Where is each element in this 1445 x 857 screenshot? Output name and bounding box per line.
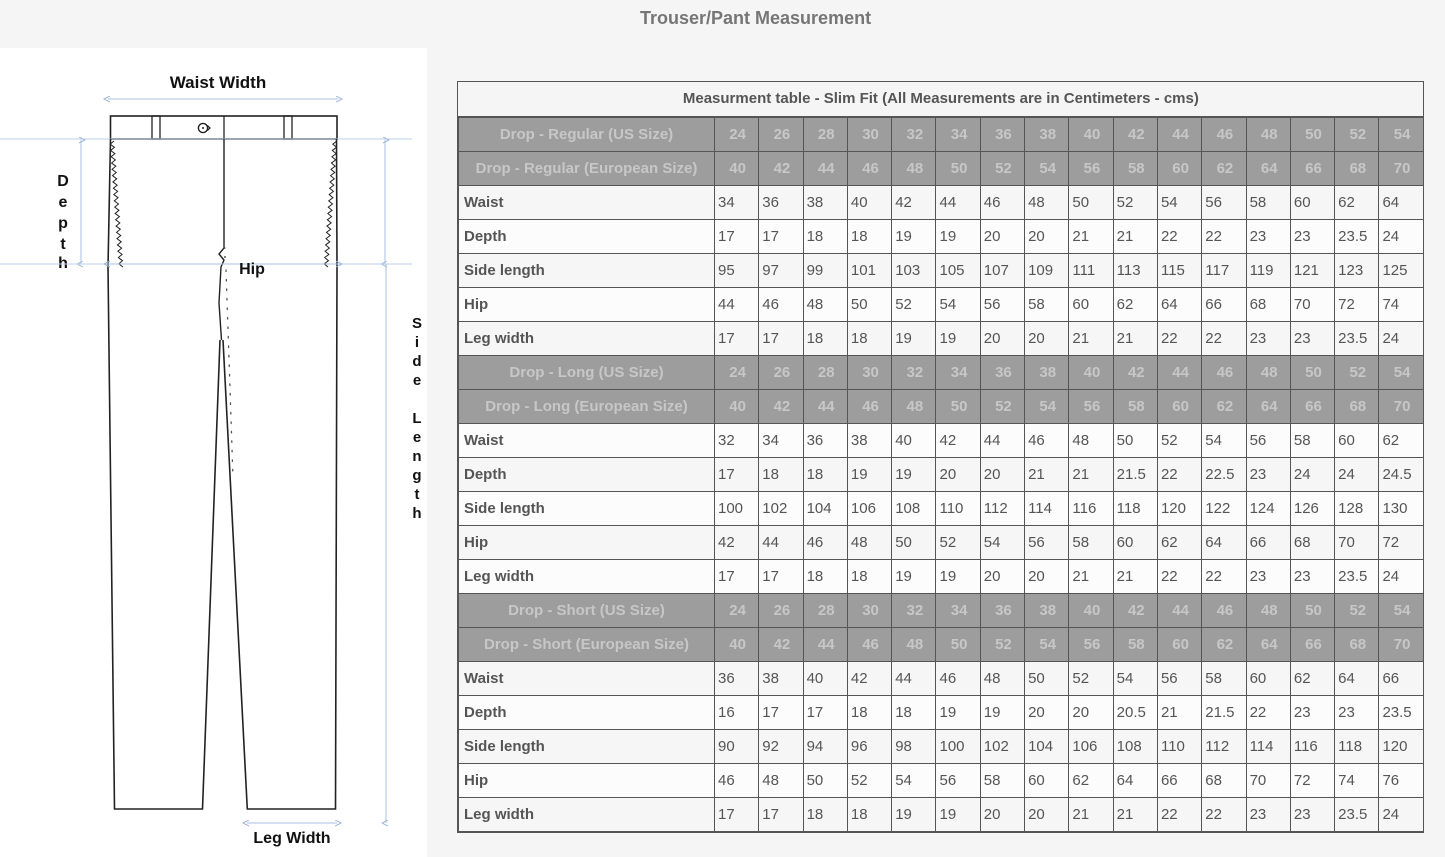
svg-text:L: L [412, 410, 421, 427]
svg-text:i: i [415, 334, 419, 351]
svg-text:e: e [413, 372, 421, 389]
svg-text:t: t [60, 236, 66, 253]
svg-text:Leg Width: Leg Width [253, 830, 330, 847]
svg-text:e: e [59, 194, 68, 211]
svg-text:p: p [58, 215, 68, 232]
svg-text:Waist Width: Waist Width [170, 73, 266, 92]
svg-text:h: h [412, 505, 421, 522]
svg-text:t: t [415, 486, 420, 503]
svg-text:g: g [412, 467, 421, 484]
svg-text:S: S [412, 315, 422, 332]
svg-text:Hip: Hip [239, 261, 265, 278]
svg-text:e: e [413, 429, 421, 446]
svg-text:D: D [57, 173, 69, 190]
svg-text:n: n [412, 448, 421, 465]
svg-text:d: d [412, 353, 421, 370]
